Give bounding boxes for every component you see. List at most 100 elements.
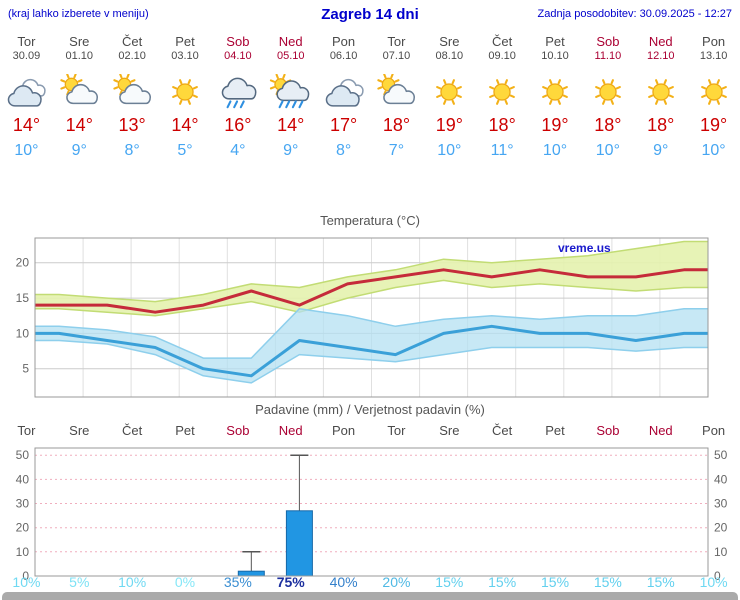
svg-text:0: 0	[22, 569, 29, 581]
day-max-temp: 14°	[12, 115, 41, 135]
day-min-temp: 10°	[437, 142, 462, 159]
precip-probability-2: 5%	[69, 574, 90, 590]
day-max-temp: 18°	[382, 115, 411, 135]
day-date: 08.10	[435, 50, 464, 62]
forecast-day-13: Ned 12.10 18° 9°	[634, 30, 687, 168]
last-update-text: Zadnja posodobitev: 30.09.2025 - 12:27	[537, 8, 732, 20]
precipitation-probability-row: 10% 5% 10% 0% 35% 75% 40% 20% 15% 15% 15% 15% 15% 10%	[0, 574, 740, 590]
precip-day-label-5: Sob	[226, 423, 250, 438]
precip-probability-13: 15%	[646, 574, 675, 590]
svg-text:40: 40	[16, 472, 30, 486]
forecast-day-8: Tor 07.10 18° 7°	[370, 30, 423, 168]
precip-day-label-4: Pet	[175, 423, 195, 438]
day-name: Pon	[332, 34, 356, 49]
day-name: Čet	[492, 34, 513, 49]
day-min-temp: 8°	[335, 142, 352, 159]
sunny-icon	[423, 74, 476, 110]
svg-text:20: 20	[714, 521, 728, 535]
sunny-icon	[159, 74, 212, 110]
page-header: (kraj lahko izberete v meniju) Zagreb 14…	[0, 4, 740, 26]
forecast-day-9: Sre 08.10 19° 10°	[423, 30, 476, 168]
day-name: Ned	[278, 34, 303, 49]
day-min-temp: 9°	[283, 142, 299, 159]
forecast-day-6: Ned 05.10 14° 9°	[264, 30, 317, 168]
sunny-icon	[476, 74, 529, 110]
svg-text:30: 30	[16, 497, 30, 511]
partly-cloudy-icon	[106, 73, 159, 110]
svg-text:5: 5	[22, 362, 29, 376]
day-name: Tor	[387, 34, 406, 49]
svg-text:50: 50	[714, 448, 728, 462]
day-min-temp: 10°	[701, 142, 726, 159]
day-min-temp: 10°	[595, 142, 620, 159]
day-name: Pet	[175, 34, 195, 49]
day-min-temp: 11°	[490, 142, 514, 159]
forecast-day-12: Sob 11.10 18° 10°	[581, 30, 634, 168]
precip-probability-11: 15%	[541, 574, 570, 590]
forecast-day-2: Sre 01.10 14° 9°	[53, 30, 106, 168]
day-max-temp: 16°	[224, 115, 252, 135]
rain-sun-icon	[264, 73, 317, 110]
day-name: Sob	[596, 34, 620, 49]
day-min-temp: 10°	[542, 142, 568, 159]
precip-day-label-3: Čet	[122, 423, 143, 438]
day-max-temp: 18°	[594, 115, 622, 135]
precip-probability-9: 15%	[435, 574, 464, 590]
temperature-chart: 5 10 15 20 vreme.us	[16, 237, 709, 398]
day-min-temp: 7°	[388, 142, 405, 159]
rain-icon	[211, 74, 264, 110]
day-min-temp: 5°	[177, 142, 193, 159]
svg-text:10: 10	[16, 326, 30, 340]
day-min-temp: 10°	[14, 142, 39, 159]
svg-text:50: 50	[16, 448, 30, 462]
forecast-day-4: Pet 03.10 14° 5°	[159, 30, 212, 168]
forecast-day-1: Tor 30.09 14° 10°	[0, 30, 53, 168]
day-name: Pet	[545, 34, 565, 49]
day-date: 05.10	[276, 50, 305, 62]
temperature-chart-title: Temperatura (°C)	[320, 213, 420, 228]
day-name: Pon	[702, 34, 726, 49]
svg-text:20: 20	[16, 521, 30, 535]
day-date: 10.10	[541, 50, 569, 62]
horizontal-scrollbar[interactable]	[2, 592, 738, 600]
sunny-icon	[581, 74, 634, 110]
day-date: 30.09	[12, 50, 41, 62]
day-date: 02.10	[118, 50, 146, 62]
day-date: 01.10	[65, 50, 94, 62]
day-date: 04.10	[224, 50, 252, 62]
day-name: Tor	[17, 34, 36, 49]
precipitation-chart-title: Padavine (mm) / Verjetnost padavin (%)	[255, 402, 485, 417]
day-max-temp: 14°	[65, 115, 93, 135]
day-max-temp: 19°	[699, 115, 728, 135]
menu-hint-text: (kraj lahko izberete v meniju)	[8, 8, 149, 20]
day-max-temp: 14°	[171, 115, 199, 135]
svg-text:10: 10	[16, 545, 30, 559]
day-min-temp: 9°	[653, 142, 669, 159]
precip-probability-14: 10%	[699, 574, 728, 590]
day-name: Sre	[69, 34, 90, 49]
cloudy-icon	[0, 74, 53, 110]
precip-day-label-14: Pon	[702, 423, 726, 438]
day-max-temp: 14°	[277, 115, 305, 135]
day-date: 09.10	[488, 50, 516, 62]
sunny-icon	[529, 74, 582, 110]
precip-probability-5: 35%	[223, 574, 252, 590]
precip-day-label-13: Ned	[648, 423, 673, 438]
day-max-temp: 19°	[541, 115, 569, 135]
cloudy-icon	[317, 74, 370, 110]
day-min-temp: 4°	[230, 142, 246, 159]
partly-cloudy-icon	[370, 73, 423, 110]
day-name: Ned	[648, 34, 673, 49]
precip-day-label-10: Čet	[492, 423, 513, 438]
day-min-temp: 9°	[71, 142, 87, 159]
day-min-temp: 8°	[124, 142, 140, 159]
day-max-temp: 18°	[647, 115, 675, 135]
forecast-day-7: Pon 06.10 17° 8°	[317, 30, 370, 168]
forecast-day-10: Čet 09.10 18° 11°	[476, 30, 529, 168]
precip-day-label-8: Tor	[387, 423, 406, 438]
sunny-icon	[634, 74, 687, 110]
precip-probability-10: 15%	[488, 574, 517, 590]
precipitation-chart: 0 0 10 10 20 20 30 30 40 40 50 50	[16, 447, 728, 581]
sunny-icon	[687, 74, 740, 110]
precipitation-day-labels: Tor Sre Čet Pet Sob Ned Pon Tor Sre Čet Pet Sob Ned P…	[0, 423, 740, 438]
